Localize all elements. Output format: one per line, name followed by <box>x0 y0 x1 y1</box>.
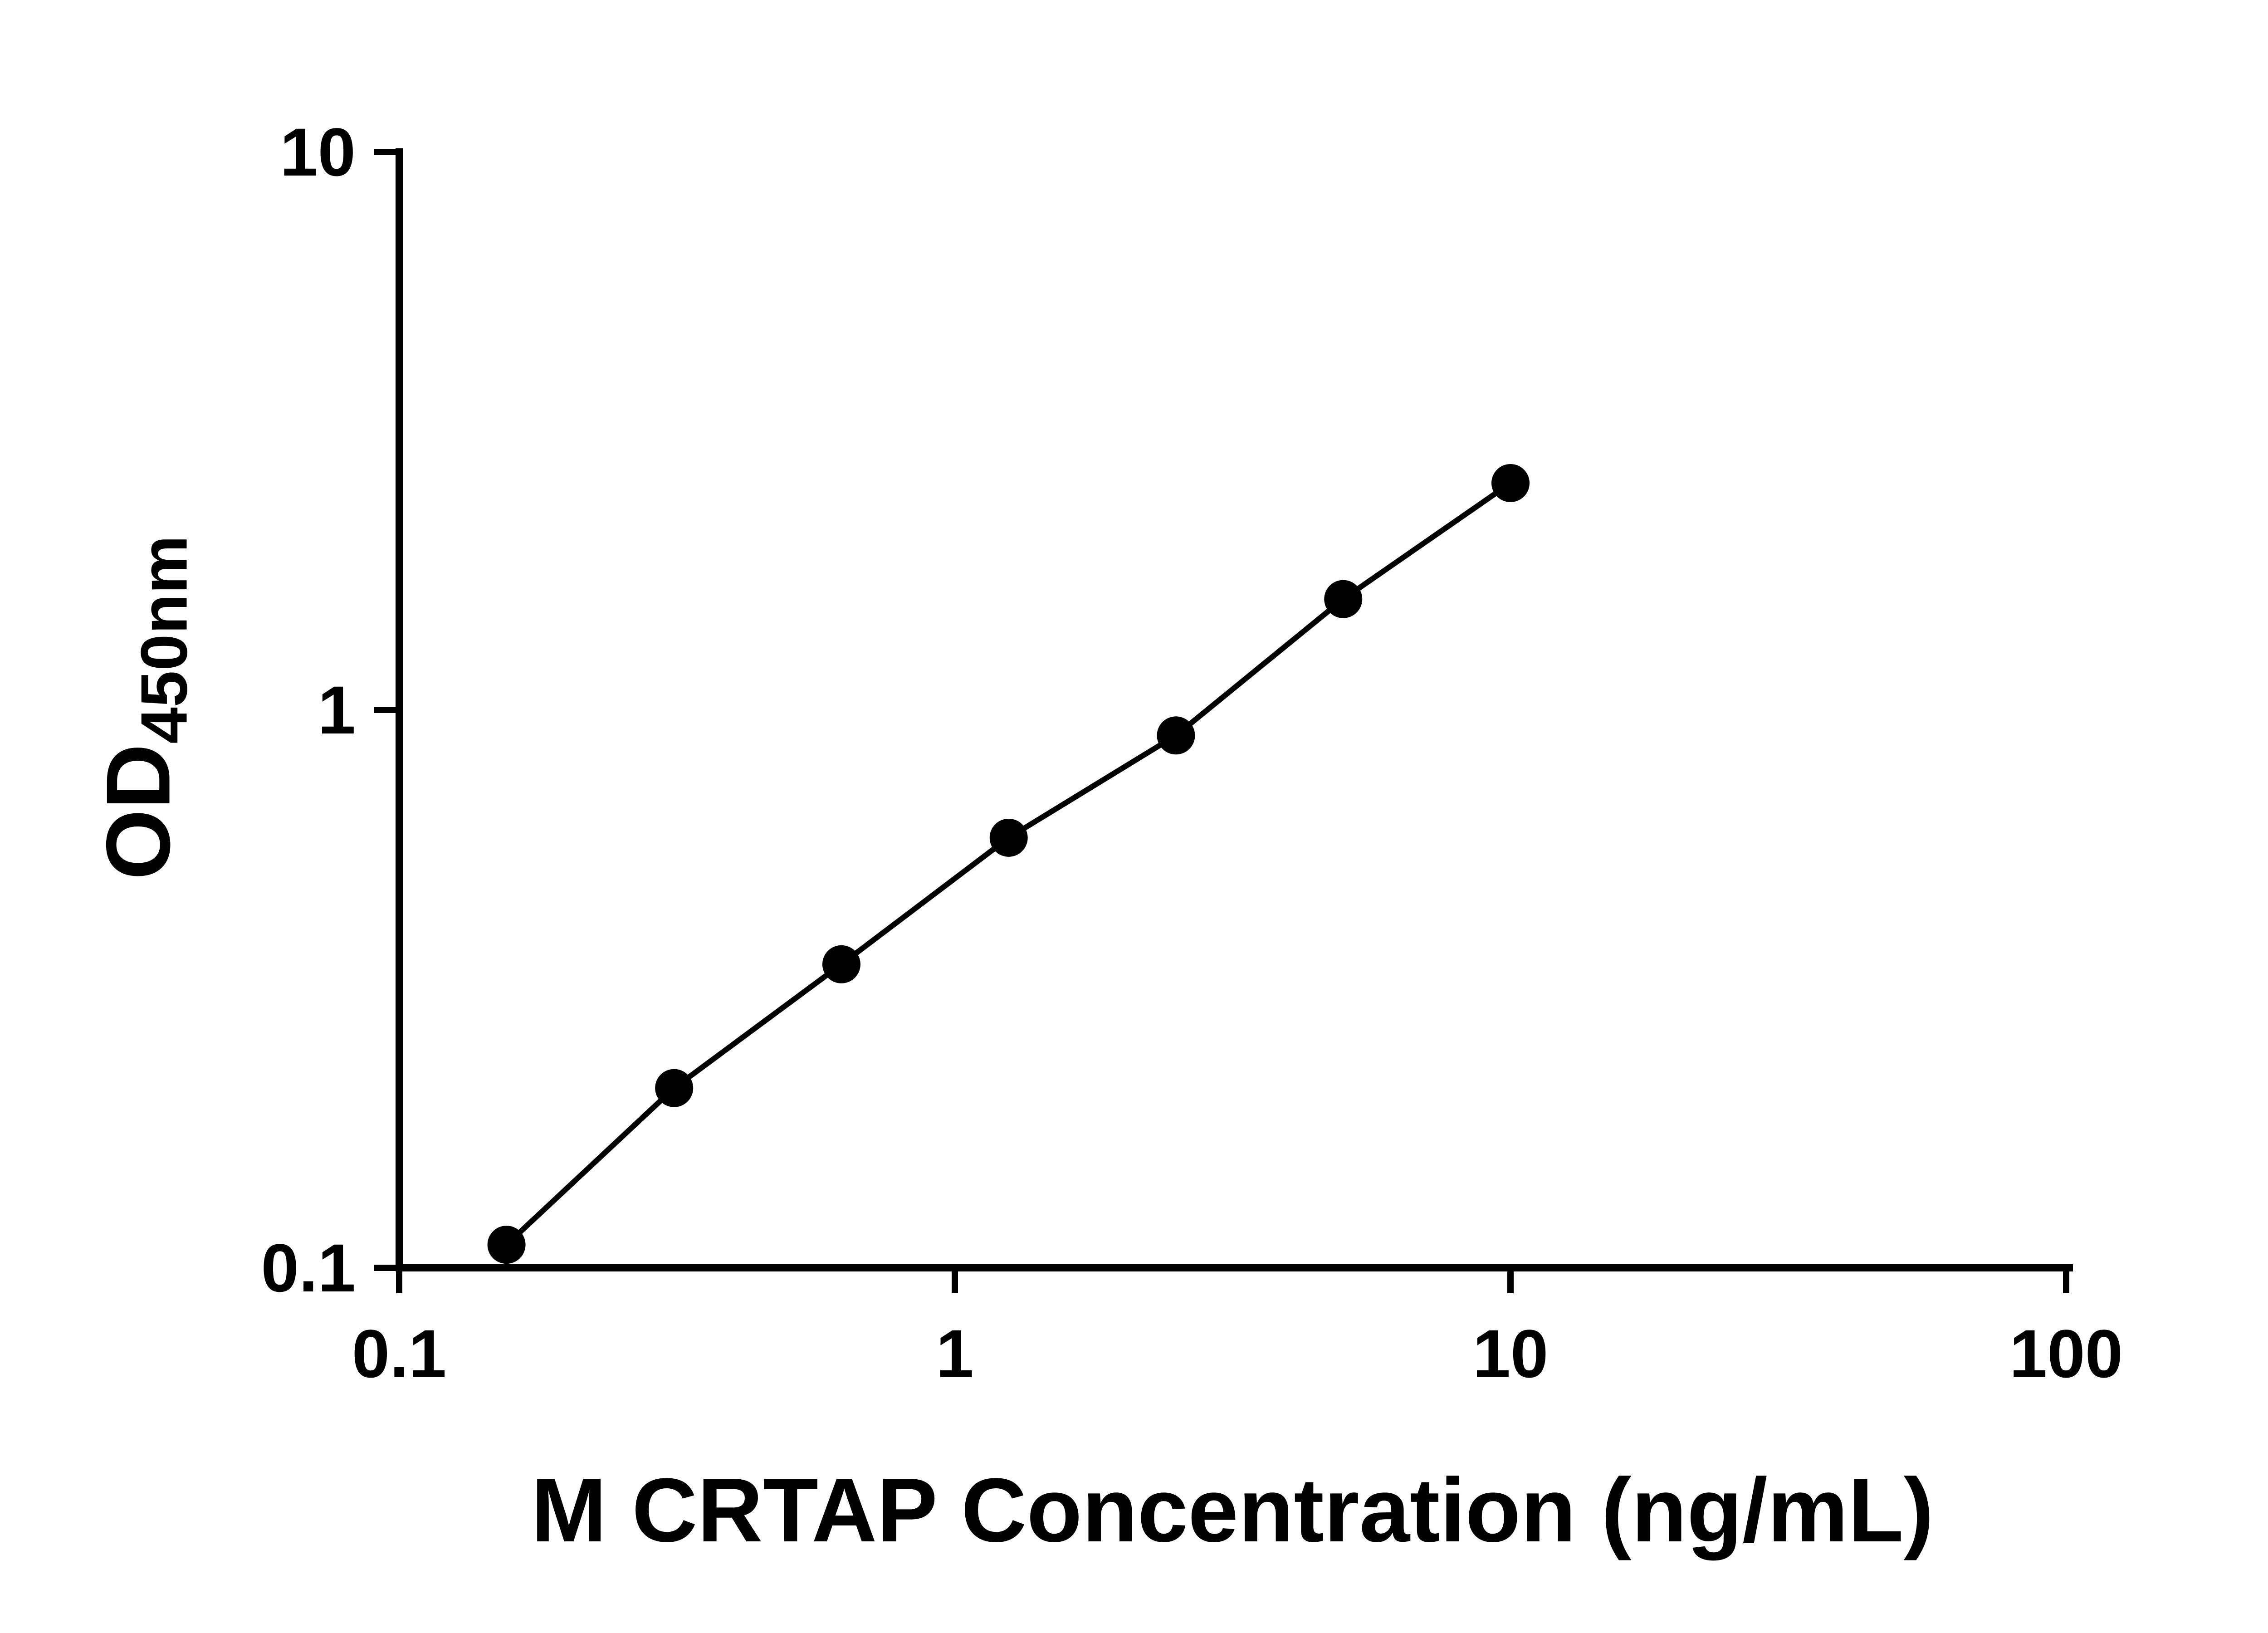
x-tick-label: 10 <box>1473 1315 1549 1392</box>
y-axis-title-sub: 450nm <box>127 535 201 744</box>
y-axis-title: OD450nm <box>88 535 201 880</box>
x-tick-label: 1 <box>936 1315 973 1392</box>
data-point <box>1157 716 1195 755</box>
data-point <box>822 945 860 983</box>
data-point <box>655 1069 694 1107</box>
y-axis-title-main: OD <box>88 743 189 880</box>
x-axis-title: M CRTAP Concentration (ng/mL) <box>531 1460 1934 1561</box>
y-tick-label: 1 <box>318 672 356 748</box>
y-tick-label: 0.1 <box>261 1230 356 1306</box>
data-point <box>1491 464 1530 502</box>
data-point <box>1324 580 1363 618</box>
data-point <box>989 818 1028 857</box>
y-tick-label: 10 <box>280 114 356 190</box>
x-tick-label: 0.1 <box>352 1315 447 1392</box>
data-point <box>487 1226 526 1264</box>
x-tick-label: 100 <box>2009 1315 2123 1392</box>
